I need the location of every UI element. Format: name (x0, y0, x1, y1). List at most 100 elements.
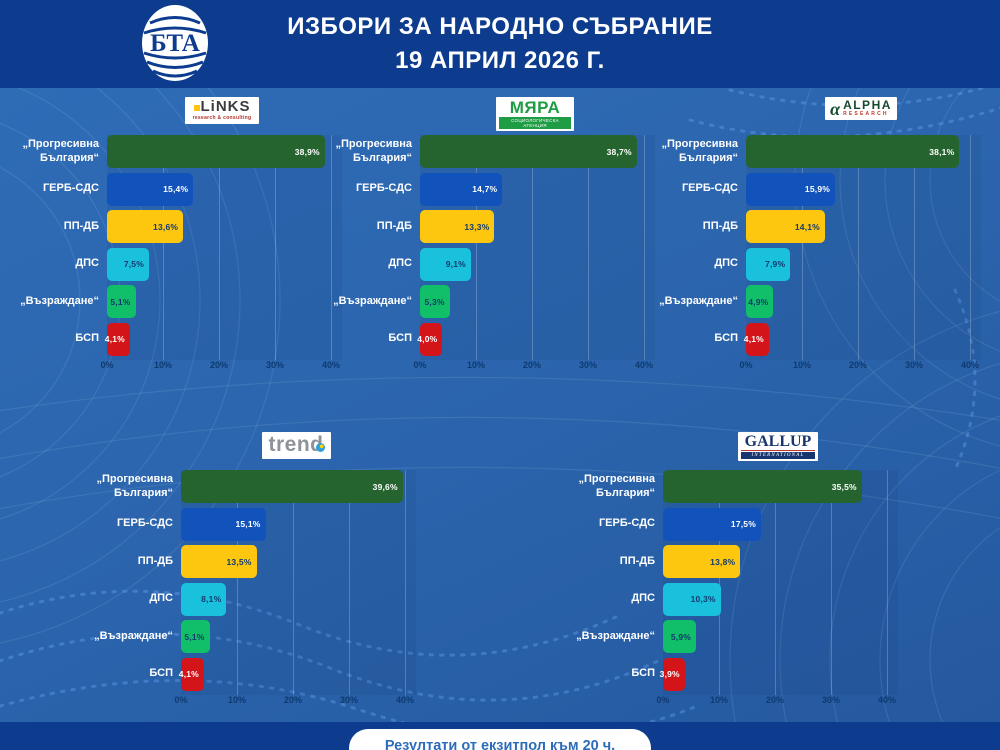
value-label: 9,1% (445, 259, 466, 269)
bar-row: ПП-ДБ 13,8% (557, 545, 897, 578)
bar-row: „Прогресивна България“ 35,5% (557, 470, 897, 503)
axis-tick: 40% (877, 695, 897, 705)
bar-row: ПП-ДБ 13,6% (1, 210, 341, 243)
bar-row: „Възраждане“ 5,3% (314, 285, 654, 318)
bar-track: 13,6% (107, 210, 337, 243)
value-label: 35,5% (831, 481, 857, 492)
value-label: 4,0% (417, 334, 438, 344)
gridline (331, 135, 332, 360)
bar-track: 4,1% (179, 657, 411, 691)
party-label: ГЕРБ-СДС (598, 517, 655, 530)
bar: 17,5% (663, 507, 761, 541)
party-label: ДПС (714, 257, 738, 270)
x-axis: 0% 10% 20% 30% 40% (656, 695, 897, 709)
bar-track: 9,1% (420, 247, 650, 281)
gridline (588, 135, 589, 360)
bar-row: ДПС 9,1% (314, 247, 654, 281)
value-label: 3,9% (659, 669, 680, 679)
bars-alpha: „Прогресивна България“ 38,1% ГЕРБ-СДС 15,9%… (640, 135, 981, 374)
bar: 5,1% (107, 285, 136, 318)
value-label: 14,7% (472, 184, 498, 194)
party-label: „Прогресивна България“ (22, 138, 99, 164)
party-label: ДПС (631, 592, 655, 605)
bar-track: 13,5% (181, 545, 411, 578)
gridline (237, 470, 238, 695)
axis-tick: 10% (153, 360, 173, 370)
bar-row: ГЕРБ-СДС 17,5% (557, 507, 897, 541)
axis-tick: 10% (227, 695, 247, 705)
party-label: „Възраждане“ (333, 294, 412, 307)
value-label: 13,8% (710, 556, 736, 567)
agency-logo-myara: МЯРА СОЦИОЛОГИЧЕСКА АГЕНЦИЯ (420, 97, 650, 131)
bar-track: 7,5% (107, 247, 337, 281)
party-label: „Възраждане“ (20, 294, 99, 307)
gridline (914, 135, 915, 360)
bar-row: ГЕРБ-СДС 15,9% (640, 172, 980, 206)
party-label: БСП (631, 667, 655, 680)
bar-row: БСП 4,0% (314, 322, 654, 356)
bar: 7,5% (107, 247, 149, 281)
value-label: 7,9% (765, 259, 786, 269)
axis-tick: 40% (321, 360, 341, 370)
value-label: 7,5% (123, 259, 144, 269)
links-yellow-square-icon (193, 105, 200, 111)
axis-tick: 0% (656, 695, 670, 705)
gridline (293, 470, 294, 695)
bar-row: „Възраждане“ 5,9% (557, 620, 897, 653)
bar-row: ГЕРБ-СДС 15,1% (75, 507, 415, 541)
value-label: 5,1% (184, 631, 205, 642)
axis-tick: 40% (634, 360, 654, 370)
value-label: 5,3% (424, 296, 445, 307)
gallup-logo-text: GALLUP (741, 434, 815, 451)
bar-row: ДПС 8,1% (75, 582, 415, 616)
bar-row: ДПС 10,3% (557, 582, 897, 616)
party-label: ПП-ДБ (619, 554, 655, 567)
links-logo-name: LiNKS (188, 99, 256, 115)
bar-row: БСП 3,9% (557, 657, 897, 691)
axis-tick: 20% (522, 360, 542, 370)
bar-track: 39,6% (181, 470, 411, 503)
axis-tick: 40% (960, 360, 980, 370)
bar: 14,7% (420, 172, 503, 206)
bar-track: 14,1% (746, 210, 976, 243)
alpha-logo-sub: RESEARCH (843, 111, 889, 117)
bar-track: 13,3% (420, 210, 650, 243)
gridline (802, 135, 803, 360)
bar: 38,9% (107, 135, 325, 168)
bar-row: БСП 4,1% (1, 322, 341, 356)
gridline (532, 135, 533, 360)
axis-tick: 30% (578, 360, 598, 370)
title-line-2: 19 АПРИЛ 2026 Г. (395, 47, 605, 74)
footer-note-pill: Резултати от екзитпол към 20 ч. (349, 729, 651, 750)
trend-globe-icon (315, 443, 325, 452)
bar-row: ГЕРБ-СДС 15,4% (1, 172, 341, 206)
party-label: ПП-ДБ (376, 219, 412, 232)
bar-track: 4,9% (746, 285, 976, 318)
x-axis: 0% 10% 20% 30% 40% (413, 360, 654, 374)
party-label: ПП-ДБ (137, 554, 173, 567)
bar-row: „Прогресивна България“ 38,9% (1, 135, 341, 168)
alpha-glyph-icon: α (830, 98, 841, 119)
gallup-logo-sub: INTERNATIONAL (741, 452, 815, 459)
bta-globe-icon: БТА (142, 5, 208, 81)
bar-track: 4,0% (417, 322, 650, 356)
axis-tick: 20% (848, 360, 868, 370)
party-label: ГЕРБ-СДС (681, 182, 738, 195)
myara-logo-sub: СОЦИОЛОГИЧЕСКА АГЕНЦИЯ (499, 117, 571, 129)
party-label: „Прогресивна България“ (661, 138, 738, 164)
x-axis: 0% 10% 20% 30% 40% (739, 360, 980, 374)
value-label: 4,9% (748, 296, 769, 307)
party-label: „Възраждане“ (659, 294, 738, 307)
axis-tick: 30% (339, 695, 359, 705)
party-label: ПП-ДБ (63, 219, 99, 232)
bar: 5,1% (181, 620, 210, 653)
bar-track: 15,4% (107, 172, 337, 206)
value-label: 17,5% (730, 519, 756, 529)
gridline (219, 135, 220, 360)
myara-logo-text: МЯРА (509, 98, 561, 117)
bar-track: 5,1% (181, 620, 411, 653)
bars-trend: „Прогресивна България“ 39,6% ГЕРБ-СДС 15,1%… (75, 470, 416, 709)
bar-row: „Възраждане“ 5,1% (1, 285, 341, 318)
axis-tick: 30% (904, 360, 924, 370)
bar-track: 15,1% (181, 507, 411, 541)
